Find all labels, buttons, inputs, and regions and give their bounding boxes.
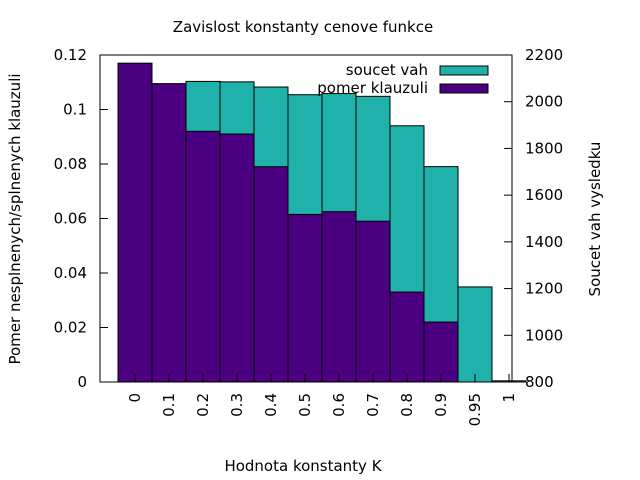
legend-label: pomer klauzuli <box>317 79 428 97</box>
legend-label: soucet vah <box>346 61 428 79</box>
x-tick-label: 0.2 <box>194 393 212 417</box>
y-tick-label: 0.02 <box>54 319 87 337</box>
x-tick-label: 0 <box>126 393 144 403</box>
bar-pomer-klauzuli <box>117 62 153 383</box>
y2-tick-label: 2000 <box>525 93 563 111</box>
x-tick-label: 0.4 <box>262 393 280 417</box>
y2-tick-label: 2200 <box>525 46 563 64</box>
x-tick-label: 0.5 <box>296 393 314 417</box>
x-tick-label: 0.95 <box>466 393 484 426</box>
y2-tick-label: 1800 <box>525 139 563 157</box>
bar-pomer-klauzuli <box>253 166 289 383</box>
bar-pomer-klauzuli <box>151 83 187 383</box>
y-tick-label: 0.06 <box>54 210 87 228</box>
y-tick-label: 0.1 <box>63 101 87 119</box>
legend-swatch <box>439 65 489 76</box>
chart-title: Zavislost konstanty cenove funkce <box>173 18 433 36</box>
y2-tick-label: 1200 <box>525 280 563 298</box>
y-tick-label: 0.08 <box>54 155 87 173</box>
x-axis-label: Hodnota konstanty K <box>224 457 382 475</box>
bar-pomer-klauzuli <box>321 211 357 383</box>
y2-tick-label: 1400 <box>525 233 563 251</box>
bar-pomer-klauzuli <box>185 130 221 383</box>
y2-axis-label: Soucet vah vysledku <box>586 142 604 297</box>
bar-pomer-klauzuli <box>389 291 425 383</box>
bar-pomer-klauzuli <box>423 321 459 383</box>
y2-tick-label: 1000 <box>525 326 563 344</box>
x-tick-label: 0.9 <box>432 393 450 417</box>
legend-swatch <box>439 83 489 94</box>
y2-tick-label: 800 <box>525 373 554 391</box>
x-tick-label: 0.3 <box>228 393 246 417</box>
x-tick-label: 0.7 <box>364 393 382 417</box>
y-tick-label: 0.04 <box>54 264 87 282</box>
x-tick-label: 0.8 <box>398 393 416 417</box>
bar-pomer-klauzuli <box>355 220 391 383</box>
y-axis-label: Pomer nesplnenych/splnenych klauzuli <box>6 73 24 364</box>
bar-pomer-klauzuli <box>287 213 323 383</box>
bar-pomer-klauzuli <box>219 133 255 383</box>
y-tick-label: 0.12 <box>54 46 87 64</box>
y-tick-label: 0 <box>77 373 87 391</box>
x-tick-label: 1 <box>500 393 518 403</box>
series-pomer-klauzuli <box>117 62 459 383</box>
y2-tick-label: 1600 <box>525 186 563 204</box>
bar-soucet-vah <box>457 286 493 383</box>
x-tick-label: 0.1 <box>160 393 178 417</box>
axes: 0 0.02 0.04 0.06 0.08 0.1 0.12 800 1000 1200 1400 1… <box>54 46 564 426</box>
x-tick-label: 0.6 <box>330 393 348 417</box>
